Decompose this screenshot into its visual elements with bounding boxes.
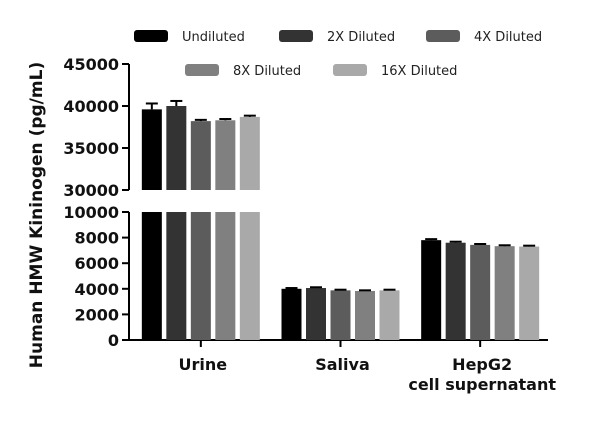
bar bbox=[281, 288, 302, 340]
y-tick-label: 2000 bbox=[74, 305, 119, 324]
y-tick-label: 40000 bbox=[63, 97, 119, 116]
legend-label: 2X Diluted bbox=[327, 30, 395, 45]
legend-label: 8X Diluted bbox=[233, 64, 301, 79]
x-tick-label: Urine bbox=[179, 355, 228, 374]
bar bbox=[166, 212, 187, 340]
bar bbox=[190, 121, 211, 190]
bar bbox=[470, 244, 491, 340]
bar bbox=[355, 290, 375, 340]
legend: Undiluted 2X Diluted 4X Diluted 8X Diluted 1… bbox=[134, 30, 542, 79]
y-axis: 0 2000 4000 6000 8000 10000 30000 35000 40000 450… bbox=[63, 55, 548, 350]
legend-swatch bbox=[185, 64, 219, 76]
y-tick-label: 10000 bbox=[63, 203, 119, 222]
bar bbox=[190, 212, 211, 340]
y-tick-label: 0 bbox=[108, 331, 119, 350]
bar bbox=[141, 212, 162, 340]
legend-label: Undiluted bbox=[182, 30, 245, 45]
bars bbox=[141, 99, 540, 340]
bar bbox=[519, 246, 540, 340]
bar bbox=[330, 290, 351, 340]
bar bbox=[166, 106, 187, 190]
bar bbox=[445, 242, 466, 340]
bar bbox=[215, 212, 236, 340]
legend-swatch bbox=[279, 30, 313, 42]
y-tick-label: 35000 bbox=[63, 139, 119, 158]
y-tick-label: 45000 bbox=[63, 55, 119, 74]
legend-swatch bbox=[426, 30, 460, 42]
bar bbox=[215, 120, 236, 190]
y-tick-label: 4000 bbox=[74, 280, 119, 299]
bar bbox=[421, 240, 442, 340]
y-tick-label: 30000 bbox=[63, 181, 119, 200]
bar bbox=[306, 288, 326, 340]
bar bbox=[239, 116, 260, 190]
x-tick-label: HepG2 bbox=[452, 355, 512, 374]
bar bbox=[379, 290, 400, 340]
legend-label: 16X Diluted bbox=[381, 64, 457, 79]
bar bbox=[239, 212, 260, 340]
legend-swatch bbox=[134, 30, 168, 42]
y-tick-label: 8000 bbox=[74, 229, 119, 248]
legend-swatch bbox=[333, 64, 367, 76]
y-tick-label: 6000 bbox=[74, 254, 119, 273]
legend-label: 4X Diluted bbox=[474, 30, 542, 45]
x-tick-label: Saliva bbox=[315, 355, 370, 374]
bar bbox=[494, 246, 515, 340]
y-axis-label: Human HMW Kininogen (pg/mL) bbox=[27, 62, 47, 368]
x-tick-label: cell supernatant bbox=[408, 375, 556, 394]
bar bbox=[141, 109, 162, 190]
